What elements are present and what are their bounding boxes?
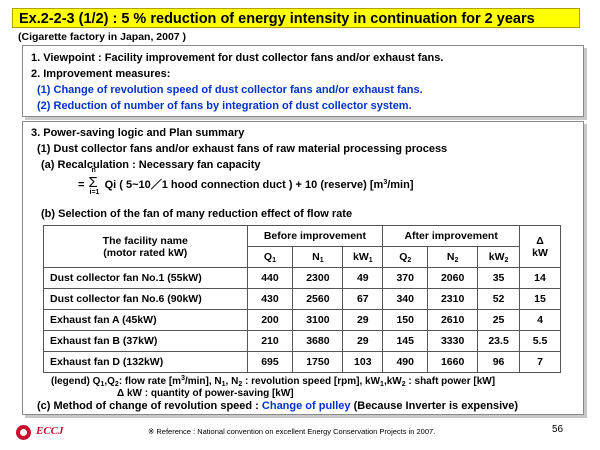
plan-summary-box: 3. Power-saving logic and Plan summary (… [22, 121, 584, 415]
kw1-value: 29 [342, 309, 384, 331]
q2-header: Q2 [382, 246, 429, 268]
n2-value: 2060 [427, 267, 479, 289]
delta-kw-value: 4 [519, 309, 561, 331]
n2-header: N2 [427, 246, 479, 268]
kw1-value: 103 [342, 351, 384, 373]
measures-heading: 2. Improvement measures: [31, 68, 171, 80]
delta-kw-value: 15 [519, 288, 561, 310]
delta-kw-value: 14 [519, 267, 561, 289]
table-header-row-2: Q1 N1 kW1 Q2 N2 kW2 [44, 246, 561, 268]
n1-value: 3100 [292, 309, 344, 331]
measure-2: (2) Reduction of number of fans by integ… [37, 100, 412, 112]
q2-value: 145 [382, 330, 429, 352]
formula-exponent: 3 [383, 179, 388, 186]
n1-value: 3680 [292, 330, 344, 352]
before-improvement-header: Before improvement [246, 225, 384, 247]
kw1-value: 67 [342, 288, 384, 310]
logo-mark-icon [16, 425, 31, 440]
summation-upper: n [91, 167, 96, 174]
kw2-header: kW2 [477, 246, 521, 268]
fan-comparison-table: The facility name (motor rated kW) Befor… [43, 225, 561, 373]
q2-value: 490 [382, 351, 429, 373]
formula-tail: /min] [387, 179, 414, 191]
overview-box: 1. Viewpoint : Facility improvement for … [22, 45, 584, 117]
n2-value: 2310 [427, 288, 479, 310]
n1-value: 2300 [292, 267, 344, 289]
q1-value: 210 [246, 330, 294, 352]
kw2-value: 35 [477, 267, 521, 289]
n1-header: N1 [292, 246, 344, 268]
eccj-logo: ECCJ [16, 423, 76, 443]
summation-lower: i=1 [89, 189, 100, 196]
formula-body: Qi ( 5~10／1 hood connection duct ) + 10 … [104, 179, 384, 191]
delta-kw-value: 5.5 [519, 330, 561, 352]
delta-unit: kW [532, 246, 548, 259]
page-number: 56 [552, 424, 564, 435]
facility-name: Dust collector fan No.1 (55kW) [43, 267, 248, 289]
kw2-value: 96 [477, 351, 521, 373]
n2-value: 3330 [427, 330, 479, 352]
summation-symbol: n Σ i=1 [88, 167, 101, 196]
q1-value: 200 [246, 309, 294, 331]
table-row: Exhaust fan D (132kW) 695 1750 103 490 1… [43, 351, 561, 373]
plan-heading: 3. Power-saving logic and Plan summary [31, 127, 245, 139]
q1-value: 430 [246, 288, 294, 310]
slide-title: Ex.2-2-3 (1/2) : 5 % reduction of energy… [12, 8, 580, 28]
n2-value: 1660 [427, 351, 479, 373]
delta-kw-value: 7 [519, 351, 561, 373]
legend-line-1: (legend) Q1,Q2: flow rate [m3/min], N1, … [51, 375, 496, 388]
table-row: Dust collector fan No.1 (55kW) 440 2300 … [43, 267, 561, 289]
measure-1: (1) Change of revolution speed of dust c… [37, 84, 423, 96]
q2-value: 150 [382, 309, 429, 331]
fan-capacity-formula: = n Σ i=1 Qi ( 5~10／1 hood connection du… [78, 167, 414, 196]
slide-subtitle: (Cigarette factory in Japan, 2007 ) [18, 31, 187, 43]
facility-name: Dust collector fan No.6 (90kW) [43, 288, 248, 310]
plan-subheading: (1) Dust collector fans and/or exhaust f… [37, 143, 448, 155]
n2-value: 2610 [427, 309, 479, 331]
delta-kw-header: Δ kW [519, 225, 561, 268]
kw2-value: 25 [477, 309, 521, 331]
method-highlight: Change of pulley [261, 400, 351, 412]
q2-value: 340 [382, 288, 429, 310]
kw1-value: 49 [342, 267, 384, 289]
recalculation-text: (a) Recalculation : Necessary fan capaci… [41, 159, 261, 171]
facility-name-header-line1: The facility name [102, 234, 188, 247]
q2-value: 370 [382, 267, 429, 289]
facility-name-header-line2: (motor rated kW) [103, 246, 188, 259]
table-row: Exhaust fan A (45kW) 200 3100 29 150 261… [43, 309, 561, 331]
facility-name-header: The facility name (motor rated kW) [43, 225, 248, 268]
q1-value: 695 [246, 351, 294, 373]
facility-name: Exhaust fan A (45kW) [43, 309, 248, 331]
facility-name: Exhaust fan B (37kW) [43, 330, 248, 352]
delta-symbol: Δ [536, 234, 544, 247]
after-improvement-header: After improvement [382, 225, 521, 247]
q1-header: Q1 [246, 246, 294, 268]
table-row: Dust collector fan No.6 (90kW) 430 2560 … [43, 288, 561, 310]
reference-note: ※ Reference : National convention on exc… [148, 427, 436, 436]
formula-equals: = [78, 179, 85, 191]
logo-text: ECCJ [36, 425, 64, 437]
kw1-header: kW1 [342, 246, 384, 268]
kw2-value: 52 [477, 288, 521, 310]
q1-value: 440 [246, 267, 294, 289]
facility-name: Exhaust fan D (132kW) [43, 351, 248, 373]
kw2-value: 23.5 [477, 330, 521, 352]
table-row: Exhaust fan B (37kW) 210 3680 29 145 333… [43, 330, 561, 352]
method-text: (c) Method of change of revolution speed… [37, 400, 519, 412]
legend-line-2: Δ kW : quantity of power-saving [kW] [117, 388, 294, 399]
kw1-value: 29 [342, 330, 384, 352]
table-header-row-1: The facility name (motor rated kW) Befor… [43, 225, 561, 268]
n1-value: 1750 [292, 351, 344, 373]
n1-value: 2560 [292, 288, 344, 310]
viewpoint-text: 1. Viewpoint : Facility improvement for … [31, 52, 444, 64]
sigma-glyph: Σ [88, 174, 98, 191]
selection-text: (b) Selection of the fan of many reducti… [41, 208, 353, 220]
